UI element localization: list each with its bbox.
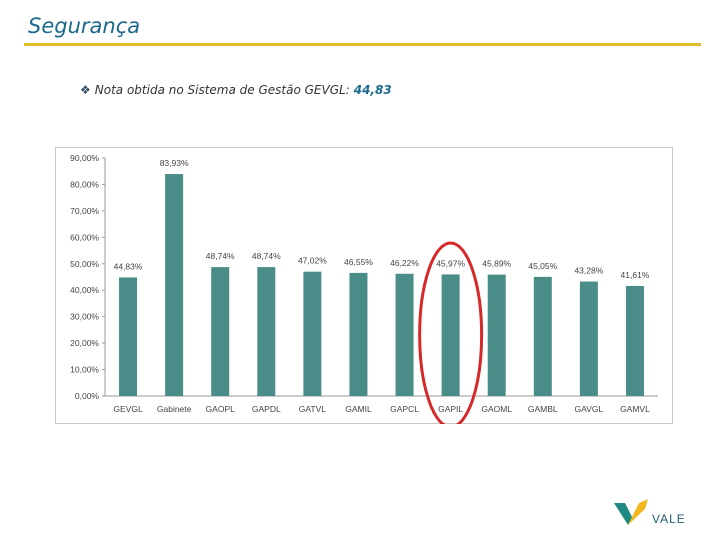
y-tick-label: 30,00%: [70, 312, 99, 322]
bar-chart: 90,00% 80,00% 70,00% 60,00% 50,00% 40,00% 30,0…: [70, 153, 658, 424]
highlight-circle: [418, 241, 484, 424]
category-label: Gabinete: [157, 404, 192, 414]
summary-text: Nota obtida no Sistema de Gestão GEVGL:: [94, 83, 350, 97]
data-label: 46,22%: [390, 258, 419, 268]
data-label: 41,61%: [621, 270, 650, 280]
y-tick-label: 10,00%: [70, 365, 99, 375]
data-label: 48,74%: [252, 251, 281, 261]
vale-logo: VALE: [614, 499, 686, 526]
data-label: 46,55%: [344, 257, 373, 267]
y-tick-label: 20,00%: [70, 338, 99, 348]
y-tick-label: 60,00%: [70, 232, 99, 242]
category-label: GAPIL: [438, 404, 463, 414]
bar: [211, 267, 230, 396]
category-label: GAPDL: [252, 404, 281, 414]
bar: [533, 276, 552, 396]
bar: [257, 267, 276, 396]
category-label: GAMVL: [620, 404, 650, 414]
y-tick-label: 40,00%: [70, 285, 99, 295]
bar: [441, 274, 460, 396]
logo-green-shape: [614, 503, 632, 525]
logo-yellow-shape: [628, 499, 648, 525]
y-tick-label: 90,00%: [70, 153, 99, 163]
data-label: 45,05%: [528, 261, 557, 271]
data-label: 83,93%: [160, 158, 189, 168]
logo-wordmark: VALE: [652, 512, 686, 526]
summary-score: 44,83: [353, 83, 392, 97]
bar: [119, 277, 138, 396]
diamond-bullet-icon: ❖: [80, 83, 91, 97]
bar: [395, 273, 414, 396]
bar: [165, 174, 184, 396]
category-label: GAOML: [481, 404, 512, 414]
data-label: 43,28%: [574, 266, 603, 276]
summary-bullet: ❖ Nota obtida no Sistema de Gestão GEVGL:…: [80, 83, 392, 97]
category-label: GEVGL: [113, 404, 143, 414]
category-label: GAMBL: [528, 404, 558, 414]
bar: [349, 272, 368, 396]
y-tick-label: 0,00%: [75, 391, 100, 401]
data-label: 48,74%: [206, 251, 235, 261]
data-label: 47,02%: [298, 256, 327, 266]
data-label: 44,83%: [114, 261, 143, 271]
category-label: GATVL: [299, 404, 327, 414]
slide-title: Segurança: [28, 14, 141, 38]
bar: [303, 271, 322, 396]
title-divider: [24, 43, 701, 46]
category-label: GAOPL: [206, 404, 236, 414]
data-label: 45,89%: [482, 259, 511, 269]
category-label: GAVGL: [575, 404, 604, 414]
y-tick-label: 80,00%: [70, 179, 99, 189]
y-tick-label: 70,00%: [70, 206, 99, 216]
data-label: 45,97%: [436, 258, 465, 268]
y-tick-label: 50,00%: [70, 259, 99, 269]
bar: [487, 274, 506, 396]
category-label: GAMIL: [345, 404, 372, 414]
category-label: GAPCL: [390, 404, 419, 414]
bar: [579, 281, 598, 396]
bar: [625, 285, 644, 396]
